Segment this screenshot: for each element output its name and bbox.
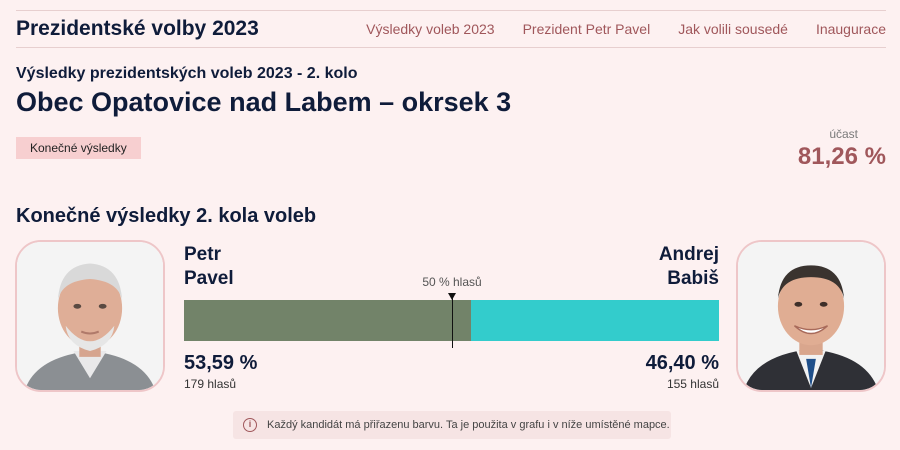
candidate-first-name: Andrej [658, 244, 719, 265]
candidate-votes-right: 155 hlasů [666, 377, 719, 391]
candidate-photo-babis [736, 240, 886, 392]
nav-link-vysledky[interactable]: Výsledky voleb 2023 [366, 21, 495, 37]
site-brand[interactable]: Prezidentské volby 2023 [16, 17, 259, 40]
candidate-votes-left: 179 hlasů [184, 377, 237, 391]
candidate-name-left: Petr Pavel [184, 243, 234, 291]
half-votes-label: 50 % hlasů [422, 275, 482, 289]
half-marker-line [452, 298, 453, 348]
info-icon: i [243, 418, 257, 432]
top-navigation: Prezidentské volby 2023 Výsledky voleb 2… [16, 10, 886, 48]
page-subtitle: Výsledky prezidentských voleb 2023 - 2. … [16, 65, 358, 82]
info-note: i Každý kandidát má přiřazenu barvu. Ta … [233, 411, 671, 439]
candidate-percent-left: 53,59 % [184, 352, 258, 374]
nav-link-inaugurace[interactable]: Inaugurace [815, 21, 886, 37]
portrait-babis-image [738, 242, 884, 390]
candidate-last-name: Babiš [667, 268, 719, 289]
info-note-text: Každý kandidát má přiřazenu barvu. Ta je… [267, 419, 670, 431]
portrait-pavel-image [17, 242, 163, 390]
bar-segment-babis [470, 300, 719, 341]
candidate-photo-pavel [15, 240, 165, 392]
status-badge: Konečné výsledky [16, 137, 141, 159]
turnout-label: účast [829, 127, 858, 141]
page-title: Obec Opatovice nad Labem – okrsek 3 [16, 87, 512, 117]
nav-link-prezident[interactable]: Prezident Petr Pavel [522, 21, 651, 37]
bar-segment-pavel [184, 300, 471, 341]
candidate-name-right: Andrej Babiš [659, 243, 719, 291]
turnout-value: 81,26 % [797, 143, 886, 170]
main-nav: Výsledky voleb 2023 Prezident Petr Pavel… [338, 21, 886, 37]
half-marker-arrow-icon [448, 293, 456, 300]
section-title: Konečné výsledky 2. kola voleb [16, 205, 317, 227]
candidate-last-name: Pavel [184, 268, 234, 289]
nav-link-sousede[interactable]: Jak volili sousedé [678, 21, 788, 37]
results-bar [184, 300, 719, 341]
candidate-first-name: Petr [184, 244, 221, 265]
candidate-percent-right: 46,40 % [645, 352, 719, 374]
